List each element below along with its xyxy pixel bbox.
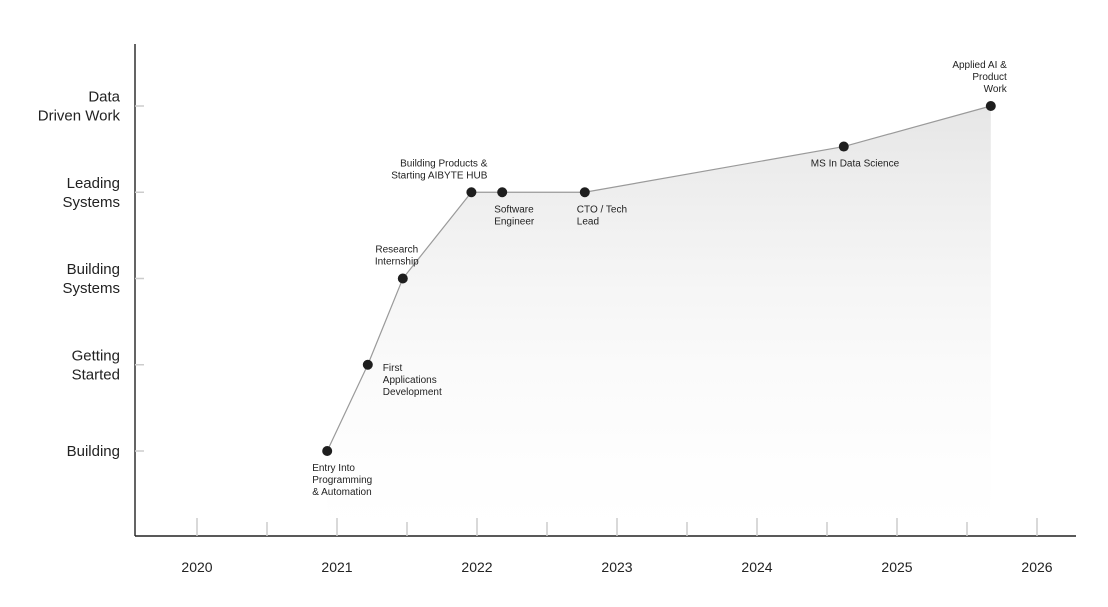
milestone-label: Research Internship (375, 245, 419, 268)
milestone-point (985, 101, 996, 111)
y-tick-label: Building Systems (62, 261, 120, 297)
milestone-label: Entry Into Programming & Automation (312, 463, 372, 498)
milestone-label: Applied AI & Product Work (952, 60, 1007, 95)
x-tick-label: 2020 (181, 559, 212, 575)
milestone-point (497, 187, 508, 198)
milestone-label: MS In Data Science (811, 159, 900, 170)
milestone-point (579, 187, 590, 198)
points-layer (322, 101, 996, 456)
y-tick-label: Data Driven Work (38, 89, 121, 125)
axes-layer (134, 44, 1076, 537)
series-line (326, 105, 991, 452)
milestone-point (838, 141, 849, 152)
milestone-point (322, 446, 333, 456)
milestone-label: CTO / Tech Lead (577, 204, 627, 227)
y-tick-label: Building (67, 443, 120, 460)
area-fill-layer (327, 106, 991, 536)
milestone-point (362, 359, 373, 370)
series-line-layer (326, 105, 991, 452)
milestone-label: Building Products & Starting AIBYTE HUB (391, 158, 487, 181)
x-tick-label: 2021 (321, 559, 352, 575)
ticks-layer: 2020 2021 2022 2023 2024 2025 2026 Building Gett… (38, 89, 1053, 576)
y-tick-label: Leading Systems (62, 175, 120, 211)
x-tick-label: 2026 (1021, 559, 1052, 575)
x-tick-label: 2022 (461, 559, 492, 575)
milestone-label: First Applications Development (383, 363, 442, 398)
x-tick-label: 2025 (881, 559, 912, 575)
x-tick-label: 2024 (741, 559, 772, 575)
x-tick-label: 2023 (601, 559, 632, 575)
labels-layer: Entry Into Programming & Automation First Ap… (312, 60, 1008, 498)
area-fill (327, 106, 991, 536)
milestone-point (466, 187, 477, 198)
milestone-label: Software Engineer (494, 204, 535, 227)
milestone-point (397, 273, 408, 284)
y-tick-label: Getting Started (72, 347, 120, 383)
